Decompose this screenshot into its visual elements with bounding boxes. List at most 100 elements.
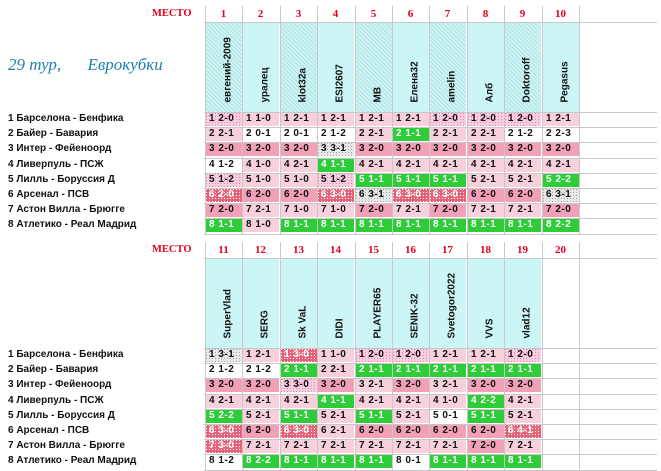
grid-line [204, 363, 657, 364]
prediction-cell: 2 1-2 [242, 363, 279, 377]
prediction-cell: 4 2-1 [467, 158, 504, 172]
prediction-cell: 8 1-1 [467, 454, 504, 468]
grid-line [280, 6, 281, 234]
player-name: vlad12 [521, 307, 532, 339]
prediction-cell: 1 2-1 [317, 112, 354, 126]
player-header: евгений-2009 [205, 23, 242, 112]
match-label: 1 Барселона - Бенфика [8, 349, 124, 360]
grid-line [204, 22, 657, 23]
match-label: 4 Ливерпуль - ПСЖ [8, 395, 104, 406]
prediction-cell: 3 2-0 [205, 378, 242, 392]
prediction-cell: 6 4-1 [504, 424, 541, 438]
prediction-cell: 2 0-1 [280, 127, 317, 141]
grid-line [204, 112, 657, 113]
prediction-cell: 8 1-1 [504, 454, 541, 468]
prediction-cell: 7 2-0 [429, 203, 466, 217]
mesto-label: МЕСТО [152, 244, 192, 255]
prediction-cell: 8 1-1 [504, 218, 541, 232]
player-header: DIDI [317, 259, 354, 348]
prediction-cell: 6 3-0 [317, 188, 354, 202]
match-label: 1 Барселона - Бенфика [8, 113, 124, 124]
prediction-cell: 5 1-0 [242, 173, 279, 187]
prediction-cell: 6 3-0 [429, 188, 466, 202]
prediction-cell: 8 2-2 [542, 218, 579, 232]
prediction-cell [542, 439, 579, 453]
prediction-cell: 5 2-1 [242, 409, 279, 423]
prediction-cell: 5 1-1 [280, 409, 317, 423]
grid-line [204, 203, 657, 204]
prediction-cell: 2 1-1 [504, 363, 541, 377]
prediction-cell: 2 1-1 [392, 363, 429, 377]
prediction-cell: 1 3-0 [280, 348, 317, 362]
player-name: Svetogor2022 [446, 272, 457, 339]
player-rank: 9 [519, 8, 526, 20]
prediction-cell: 2 1-2 [205, 363, 242, 377]
player-header: SuperVlad [205, 259, 242, 348]
match-label: 2 Байер - Бавария [8, 128, 99, 139]
player-name: SENIK-32 [409, 293, 420, 339]
prediction-cell: 1 2-1 [392, 112, 429, 126]
prediction-cell: 6 3-0 [205, 424, 242, 438]
player-rank: 17 [442, 244, 453, 256]
player-rank: 4 [332, 8, 339, 20]
prediction-cell: 8 1-1 [317, 454, 354, 468]
prediction-cell: 1 1-0 [317, 348, 354, 362]
grid-line [204, 173, 657, 174]
prediction-cell: 6 2-0 [280, 188, 317, 202]
grid-line [429, 242, 430, 470]
prediction-cell: 7 1-0 [280, 203, 317, 217]
match-label: 6 Арсенал - ПСВ [8, 189, 90, 200]
prediction-cell: 3 3-1 [317, 142, 354, 156]
prediction-cell: 6 2-0 [392, 424, 429, 438]
prediction-cell: 8 1-1 [429, 218, 466, 232]
prediction-cell: 8 1-1 [280, 218, 317, 232]
grid-line [205, 242, 206, 470]
player-rank: 16 [405, 244, 416, 256]
prediction-cell: 3 2-0 [467, 142, 504, 156]
prediction-cell: 8 1-1 [467, 218, 504, 232]
player-header: klot32a [280, 23, 317, 112]
prediction-cell: 1 2-1 [242, 348, 279, 362]
prediction-cell: 2 2-3 [542, 127, 579, 141]
prediction-cell [542, 424, 579, 438]
prediction-cell: 8 1-1 [429, 454, 466, 468]
prediction-cell: 5 2-2 [205, 409, 242, 423]
prediction-cell: 7 1-0 [317, 203, 354, 217]
prediction-cell: 2 2-1 [355, 127, 392, 141]
prediction-cell: 2 1-2 [504, 127, 541, 141]
player-name: PLAYER65 [372, 287, 383, 339]
prediction-cell: 6 2-0 [242, 424, 279, 438]
match-label: 7 Астон Вилла - Брюгге [8, 204, 125, 215]
player-rank: 10 [555, 8, 566, 20]
player-name: SuperVlad [222, 289, 233, 339]
prediction-cell: 5 1-1 [467, 409, 504, 423]
round-title: 29 тур, Еврокубки [8, 55, 163, 75]
prediction-cell: 4 2-1 [242, 394, 279, 408]
prediction-cell: 3 2-0 [242, 142, 279, 156]
player-header: SENIK-32 [392, 259, 429, 348]
prediction-cell: 5 2-1 [504, 409, 541, 423]
player-rank: 18 [480, 244, 491, 256]
match-label: 7 Астон Вилла - Брюгге [8, 440, 125, 451]
player-name: SERG [259, 310, 270, 339]
prediction-cell: 7 2-1 [317, 439, 354, 453]
prediction-cell: 3 2-0 [242, 378, 279, 392]
prediction-cell: 8 1-1 [205, 218, 242, 232]
player-rank: 3 [295, 8, 302, 20]
table-bottom: МЕСТО 11 SuperVlad 12 SERG 13 Sk VaL 14 DIDI 15 P… [0, 236, 661, 471]
grid-line [204, 258, 657, 259]
round-name: Еврокубки [87, 55, 163, 74]
round-number: 29 тур, [8, 55, 62, 74]
grid-line [579, 242, 580, 470]
grid-line [467, 6, 468, 234]
prediction-cell: 4 2-1 [392, 394, 429, 408]
player-header: vlad12 [504, 259, 541, 348]
player-rank: 20 [555, 244, 566, 256]
prediction-cell: 8 1-2 [205, 454, 242, 468]
player-header: Алб [467, 23, 504, 112]
prediction-cell: 6 2-0 [504, 188, 541, 202]
prediction-cell: 7 2-1 [504, 203, 541, 217]
grid-line [204, 188, 657, 189]
prediction-cell: 7 2-1 [467, 203, 504, 217]
match-label: 8 Атлетико - Реал Мадрид [8, 219, 137, 230]
